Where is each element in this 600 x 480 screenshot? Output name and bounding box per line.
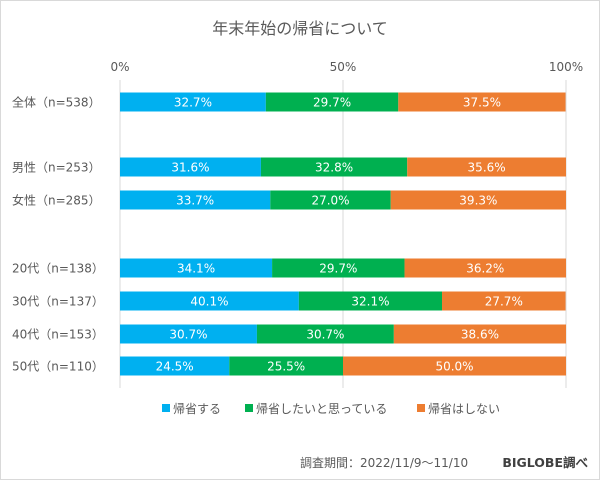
data-label: 34.1% xyxy=(177,262,215,276)
data-label: 32.8% xyxy=(315,161,353,175)
bars: 32.7% 29.7% 37.5% 31.6% 32.8% 35.6% 33.7% 27.0%… xyxy=(120,92,566,376)
legend-label: 帰省したいと思っている xyxy=(256,402,387,416)
data-label: 30.7% xyxy=(169,328,207,342)
data-label: 27.0% xyxy=(311,194,349,208)
source-credit: BIGLOBE調べ xyxy=(502,455,588,470)
bar-segment xyxy=(393,324,566,344)
legend-swatch xyxy=(417,404,425,412)
data-label: 36.2% xyxy=(466,262,504,276)
data-label: 33.7% xyxy=(176,194,214,208)
category-label: 男性（n=253） xyxy=(12,161,101,175)
bar-segment xyxy=(390,190,566,210)
category-label: 女性（n=285） xyxy=(12,193,101,208)
data-label: 38.6% xyxy=(461,328,499,342)
data-label: 32.1% xyxy=(351,295,389,309)
data-label: 24.5% xyxy=(156,360,194,374)
legend-swatch xyxy=(245,404,253,412)
bar-segment xyxy=(404,258,566,278)
data-label: 25.5% xyxy=(267,360,305,374)
bar-segment xyxy=(120,157,261,177)
bar-segment xyxy=(442,291,566,311)
data-label: 39.3% xyxy=(459,194,497,208)
bar-segment xyxy=(265,92,399,112)
category-labels: 全体（n=538） 男性（n=253） 女性（n=285） 20代（n=138） 30代… xyxy=(12,95,104,374)
legend: 帰省する 帰省したいと思っている 帰省はしない xyxy=(162,402,500,416)
bar-segment xyxy=(120,356,230,376)
bar-segment xyxy=(260,157,408,177)
bar-segment xyxy=(120,190,271,210)
data-label: 35.6% xyxy=(468,161,506,175)
data-label: 31.6% xyxy=(171,161,209,175)
data-label: 32.7% xyxy=(174,96,212,110)
data-label: 27.7% xyxy=(485,295,523,309)
data-label: 29.7% xyxy=(313,96,351,110)
bar-segment xyxy=(120,92,266,112)
data-label: 40.1% xyxy=(190,295,228,309)
bar-segment xyxy=(398,92,566,112)
category-label: 全体（n=538） xyxy=(12,95,101,110)
x-tick-label: 50% xyxy=(330,60,357,74)
legend-swatch xyxy=(162,404,170,412)
bar-segment xyxy=(298,291,443,311)
category-label: 50代（n=110） xyxy=(12,360,104,374)
bar-segment xyxy=(343,356,566,376)
survey-period: 調査期間：2022/11/9～11/10 xyxy=(300,456,468,470)
data-label: 30.7% xyxy=(306,328,344,342)
data-label: 37.5% xyxy=(463,96,501,110)
x-tick-label: 0% xyxy=(110,60,129,74)
data-label: 50.0% xyxy=(435,360,473,374)
data-label: 29.7% xyxy=(319,262,357,276)
chart-title: 年末年始の帰省について xyxy=(212,19,388,38)
legend-label: 帰省する xyxy=(173,402,221,416)
bar-segment xyxy=(256,324,394,344)
bar-segment xyxy=(120,324,257,344)
bar-segment xyxy=(270,190,391,210)
category-label: 20代（n=138） xyxy=(12,262,104,276)
bar-segment xyxy=(407,157,566,177)
category-label: 30代（n=137） xyxy=(12,295,104,309)
bar-segment xyxy=(272,258,405,278)
bar-segment xyxy=(120,258,273,278)
legend-label: 帰省はしない xyxy=(428,402,500,416)
x-tick-label: 100% xyxy=(549,60,583,74)
category-label: 40代（n=153） xyxy=(12,328,104,342)
bar-segment xyxy=(120,291,299,311)
bar-segment xyxy=(229,356,343,376)
x-axis-ticks: 0% 50% 100% xyxy=(110,60,583,74)
